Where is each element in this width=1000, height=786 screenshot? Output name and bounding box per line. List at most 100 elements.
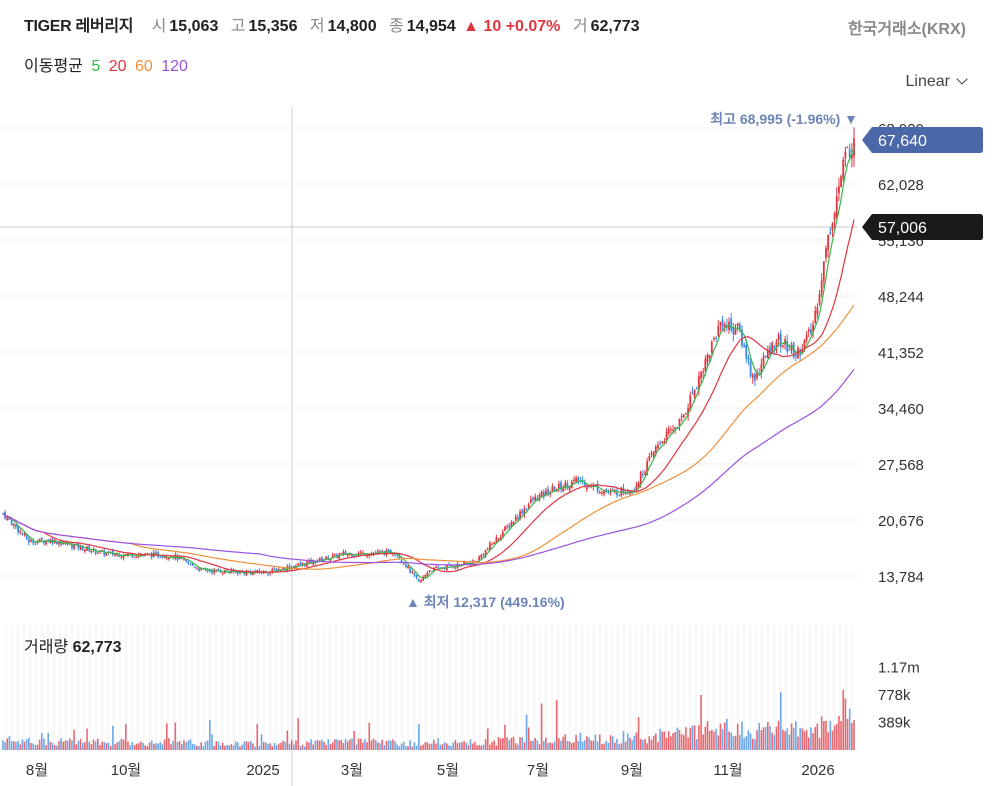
volume-bar <box>84 742 86 750</box>
candle-body <box>359 552 362 554</box>
candle-body <box>243 572 246 575</box>
candle-body <box>818 293 821 305</box>
volume-bar <box>21 739 24 750</box>
candle-body <box>83 549 86 552</box>
volume-bar <box>193 744 196 750</box>
volume-bar <box>357 738 360 750</box>
candle-body <box>215 569 218 571</box>
volume-bar <box>642 740 644 750</box>
candle-body <box>32 540 35 544</box>
volume-bar <box>588 737 590 750</box>
volume-bar <box>383 745 386 750</box>
volume-bar <box>239 746 241 750</box>
volume-bar <box>732 736 735 750</box>
volume-bar <box>249 741 252 750</box>
candle-body <box>846 147 849 149</box>
volume-bar <box>200 742 203 750</box>
candle-body <box>624 493 627 495</box>
volume-bar <box>564 734 567 750</box>
candle-body <box>280 570 282 572</box>
moving-average-legend[interactable]: 이동평균 5 20 60 120 <box>24 52 192 76</box>
volume-bar <box>387 740 390 750</box>
candle-body <box>6 516 9 520</box>
candle-body <box>562 487 565 492</box>
volume-bar <box>43 738 45 750</box>
candle-body <box>820 280 823 294</box>
candle-body <box>532 497 534 501</box>
volume-bar <box>53 745 56 750</box>
candle-body <box>409 566 412 573</box>
volume-bar <box>183 740 185 750</box>
candle-body <box>415 574 418 578</box>
volume-bar <box>280 742 282 750</box>
candle-body <box>680 416 683 418</box>
volume-bar <box>482 744 485 750</box>
volume-bar <box>381 739 383 750</box>
volume-bar <box>749 733 752 750</box>
candle-body <box>803 340 806 348</box>
candle-body <box>564 482 567 488</box>
volume-bar <box>312 744 315 750</box>
candle-body <box>301 562 304 565</box>
volume-bar <box>820 716 823 750</box>
candle-body <box>333 553 336 556</box>
volume-bar <box>497 737 500 750</box>
ma-20-line <box>2 219 855 573</box>
volume-bar <box>711 730 713 750</box>
candle-body <box>34 543 37 545</box>
volume-label: 거 <box>572 18 588 35</box>
volume-bar <box>4 742 6 750</box>
candle-body <box>835 196 838 218</box>
volume-bar <box>338 740 340 750</box>
volume-bar <box>226 745 228 750</box>
candle-body <box>81 546 84 551</box>
volume-bar <box>215 741 218 750</box>
volume-bar <box>366 742 368 750</box>
volume-bar <box>683 735 685 750</box>
volume-bar <box>355 744 358 750</box>
volume-bar <box>678 729 681 750</box>
candle-body <box>704 359 707 372</box>
candle-body <box>838 186 840 194</box>
candle-body <box>105 553 108 556</box>
candle-body <box>605 488 608 492</box>
candle-body <box>758 372 761 374</box>
candle-body <box>794 354 797 357</box>
volume-bar <box>581 741 584 750</box>
ma-120-line <box>2 368 855 566</box>
volume-bar <box>372 738 375 750</box>
candle-body <box>741 329 743 346</box>
volume-bar <box>545 737 547 750</box>
volume-bar <box>88 741 90 750</box>
volume-bar <box>637 716 640 750</box>
candle-body <box>90 550 93 553</box>
candle-body <box>603 490 605 494</box>
volume-bar <box>66 740 69 750</box>
volume-bar <box>467 745 470 750</box>
candle-body <box>396 554 399 556</box>
volume-bar <box>327 739 330 750</box>
candle-body <box>183 559 185 561</box>
candle-body <box>648 455 651 461</box>
candle-body <box>486 548 489 550</box>
volume-bar <box>105 743 108 750</box>
candle-body <box>428 570 431 572</box>
candle-body <box>743 344 746 348</box>
volume-bar <box>336 739 338 750</box>
candle-body <box>161 556 164 558</box>
volume-bar <box>495 745 498 750</box>
volume-bar <box>99 745 101 750</box>
volume-bar <box>435 743 437 750</box>
volume-bar <box>443 742 446 750</box>
candle-body <box>198 568 200 571</box>
scale-dropdown[interactable]: Linear <box>906 73 968 91</box>
volume-bar <box>256 723 259 750</box>
volume-bar <box>670 736 672 750</box>
candle-body <box>234 571 237 573</box>
candle-body <box>792 342 795 358</box>
volume-tick-label: 778k <box>878 687 911 704</box>
volume-bar <box>532 740 534 750</box>
crosshair-price-tag-text: 57,006 <box>878 220 927 237</box>
volume-bar <box>605 740 608 750</box>
